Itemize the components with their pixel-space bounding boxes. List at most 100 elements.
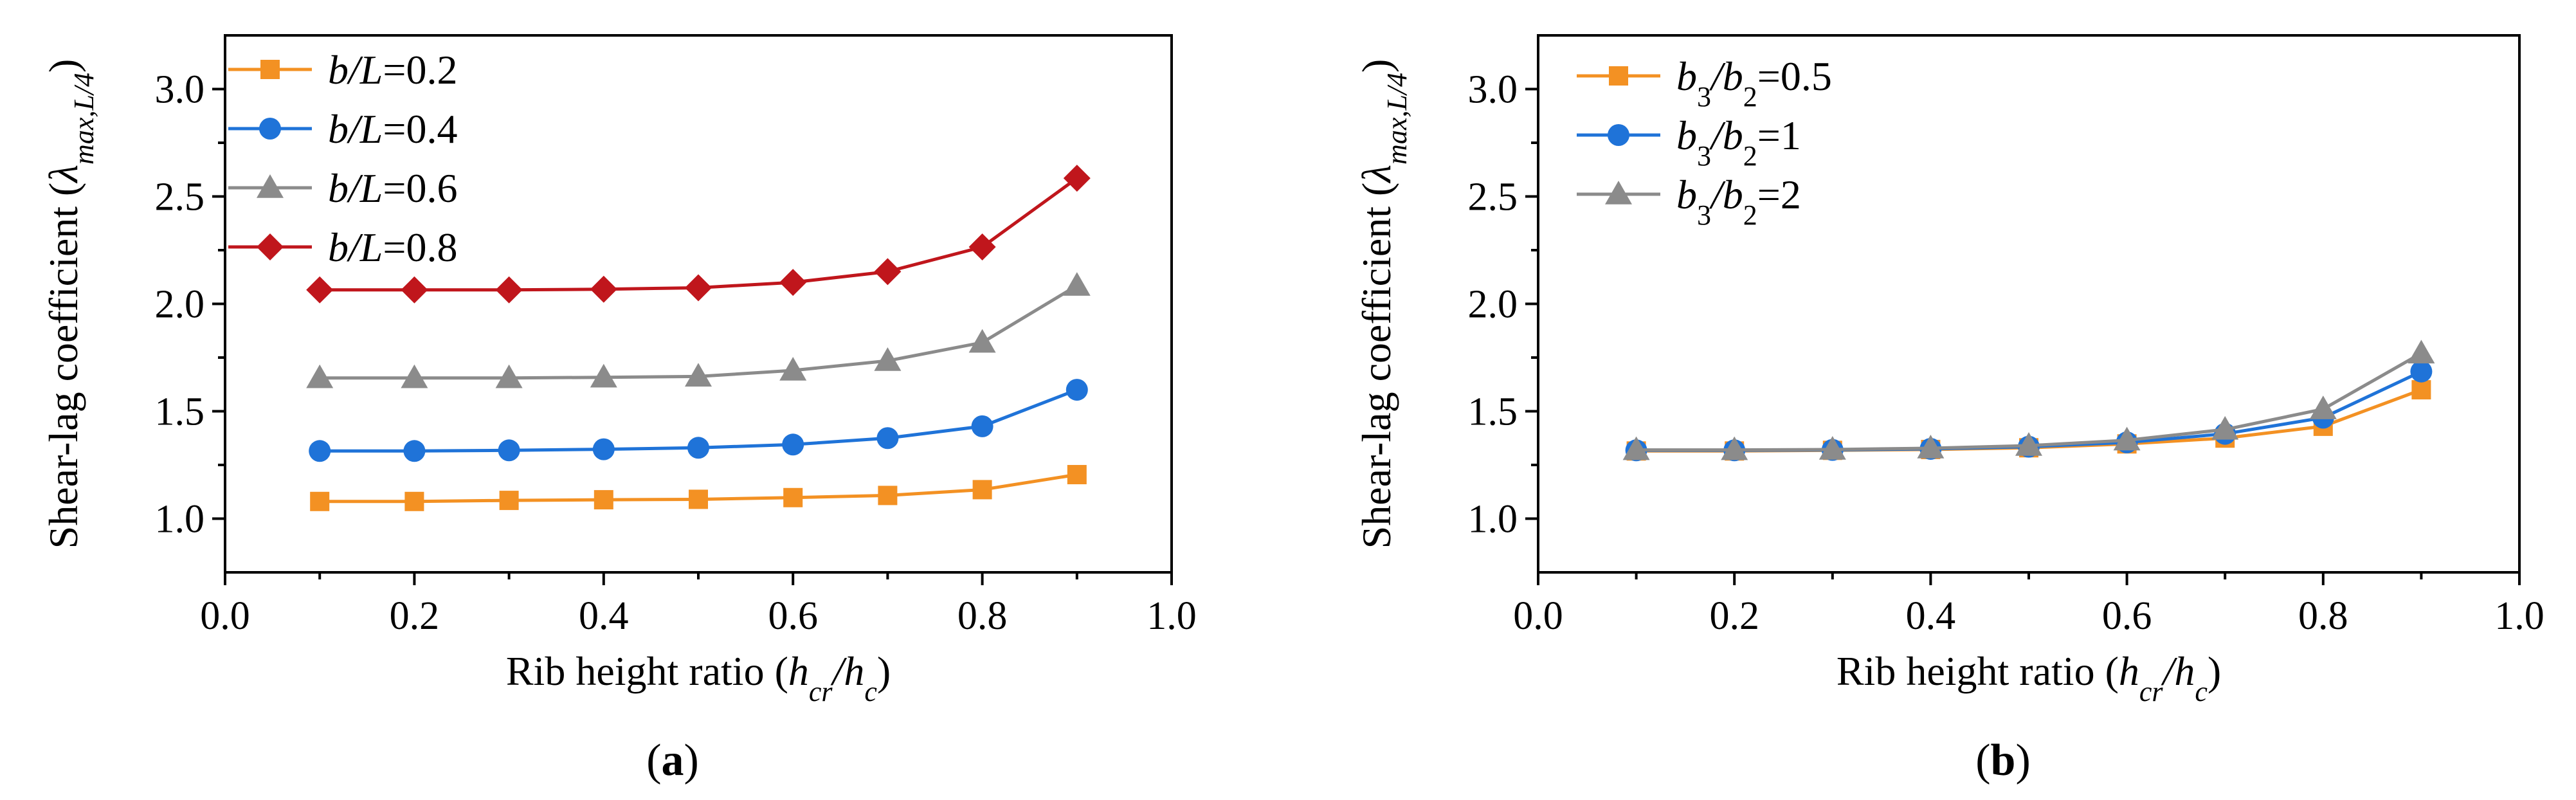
data-point bbox=[401, 364, 428, 388]
data-point bbox=[1721, 436, 1748, 460]
y-tick-label: 2.5 bbox=[155, 176, 205, 219]
data-point bbox=[685, 274, 712, 302]
series-b/L=0.8 bbox=[306, 165, 1091, 304]
data-point bbox=[689, 489, 708, 509]
data-point bbox=[1063, 272, 1091, 296]
y-tick-label: 2.0 bbox=[155, 283, 205, 327]
y-tick-label: 3.0 bbox=[155, 68, 205, 112]
y-tick-label: 1.5 bbox=[155, 390, 205, 434]
data-point bbox=[685, 363, 712, 387]
data-point bbox=[306, 364, 334, 388]
legend-marker bbox=[1608, 124, 1629, 146]
x-tick-label: 1.0 bbox=[2494, 594, 2544, 638]
legend-label: b/L=0.2 bbox=[328, 47, 457, 93]
data-point bbox=[968, 233, 996, 260]
data-point bbox=[403, 440, 426, 462]
x-tick-label: 0.4 bbox=[579, 594, 629, 638]
x-axis-label: Rib height ratio (hcr/hc) bbox=[506, 648, 891, 707]
series-b/L=0.4 bbox=[309, 379, 1088, 462]
panel-caption: (a) bbox=[646, 736, 699, 785]
series-b/L=0.2 bbox=[310, 465, 1087, 511]
data-point bbox=[2015, 432, 2042, 456]
x-tick-label: 0.8 bbox=[2298, 594, 2348, 638]
data-point bbox=[306, 276, 334, 304]
legend-label: b/L=0.8 bbox=[328, 224, 457, 270]
legend-label: b3/b2=0.5 bbox=[1676, 53, 1832, 113]
y-tick-label: 2.5 bbox=[1468, 176, 1518, 219]
y-tick-label: 1.5 bbox=[1468, 390, 1518, 434]
data-point bbox=[876, 427, 899, 450]
data-point bbox=[495, 364, 523, 388]
legend-item: b3/b2=1 bbox=[1577, 113, 1801, 172]
legend-item: b/L=0.4 bbox=[228, 106, 457, 152]
data-point bbox=[1622, 436, 1650, 460]
data-point bbox=[2408, 340, 2435, 364]
data-point bbox=[968, 329, 996, 353]
legend-marker bbox=[1605, 181, 1632, 205]
legend-label: b3/b2=1 bbox=[1676, 113, 1801, 172]
legend-item: b/L=0.8 bbox=[228, 224, 457, 270]
x-tick-label: 0.6 bbox=[2102, 594, 2152, 638]
chart-panel-a: 0.0 0.2 0.4 0.6 0.8 1.0 1.0 1.5 2.0 2.5 3.0 Rib hei… bbox=[41, 34, 1197, 785]
series-b/L=0.6 bbox=[306, 272, 1091, 388]
x-tick-label: 0.8 bbox=[957, 594, 1008, 638]
data-point bbox=[2410, 360, 2433, 383]
chart-panel-b: 0.0 0.2 0.4 0.6 0.8 1.0 1.0 1.5 2.0 2.5 3.0 Rib hei… bbox=[1354, 34, 2544, 785]
y-axis-label: Shear-lag coefficient (λmax,L/4) bbox=[41, 59, 100, 549]
data-point bbox=[2211, 415, 2239, 440]
x-tick-label: 0.4 bbox=[1906, 594, 1956, 638]
data-point bbox=[783, 487, 803, 507]
x-tick-label: 0.2 bbox=[1709, 594, 1759, 638]
legend-label: b/L=0.6 bbox=[328, 165, 457, 211]
legend-marker bbox=[257, 233, 284, 260]
data-point bbox=[404, 491, 424, 511]
data-point bbox=[495, 276, 523, 304]
data-point bbox=[878, 486, 898, 505]
data-point bbox=[590, 275, 617, 303]
legend-item: b/L=0.6 bbox=[228, 165, 457, 211]
data-point bbox=[971, 415, 993, 437]
data-point bbox=[874, 258, 902, 286]
y-tick-label: 3.0 bbox=[1468, 68, 1518, 112]
x-tick-label: 0.0 bbox=[1513, 594, 1563, 638]
data-point bbox=[310, 491, 330, 511]
data-point bbox=[2411, 380, 2431, 400]
legend-item: b/L=0.2 bbox=[228, 47, 457, 93]
data-point bbox=[1819, 435, 1846, 460]
legend-marker bbox=[1609, 66, 1628, 86]
legend-marker bbox=[259, 118, 281, 140]
legend-marker bbox=[257, 174, 284, 198]
legend-label: b3/b2=2 bbox=[1676, 172, 1801, 231]
x-tick-label: 0.2 bbox=[390, 594, 440, 638]
data-point bbox=[1063, 165, 1091, 192]
x-tick-label: 0.0 bbox=[200, 594, 250, 638]
legend-item: b3/b2=0.5 bbox=[1577, 53, 1832, 113]
data-point bbox=[779, 269, 807, 296]
data-point bbox=[1067, 465, 1087, 485]
data-point bbox=[779, 357, 807, 381]
legend-item: b3/b2=2 bbox=[1577, 172, 1801, 231]
data-point bbox=[2113, 426, 2141, 451]
data-point bbox=[499, 491, 519, 511]
legend-marker bbox=[260, 60, 280, 79]
data-point bbox=[782, 433, 804, 456]
data-point bbox=[592, 438, 615, 460]
data-point bbox=[687, 437, 709, 459]
y-tick-label: 1.0 bbox=[1468, 498, 1518, 541]
x-tick-label: 1.0 bbox=[1147, 594, 1197, 638]
series-b3/b2=2 bbox=[1622, 340, 2435, 460]
data-point bbox=[594, 490, 613, 510]
data-point bbox=[401, 276, 428, 304]
data-point bbox=[1917, 434, 1945, 459]
data-point bbox=[309, 440, 331, 462]
legend-label: b/L=0.4 bbox=[328, 106, 457, 152]
data-point bbox=[2309, 395, 2337, 419]
y-tick-label: 2.0 bbox=[1468, 283, 1518, 327]
x-tick-label: 0.6 bbox=[768, 594, 818, 638]
data-point bbox=[498, 439, 520, 462]
y-tick-label: 1.0 bbox=[155, 498, 205, 541]
panel-caption: (b) bbox=[1975, 736, 2031, 785]
data-point bbox=[972, 480, 992, 500]
data-point bbox=[1066, 379, 1088, 401]
